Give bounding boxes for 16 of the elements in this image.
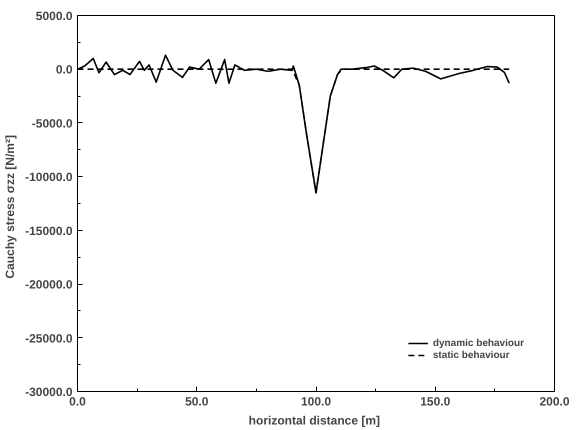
y-tick-label: -10000.0: [25, 170, 73, 184]
y-tick-label: -15000.0: [25, 224, 73, 238]
x-tick-label: 0.0: [69, 394, 86, 408]
x-tick-label: 200.0: [539, 394, 570, 408]
x-tick-label: 100.0: [300, 394, 332, 408]
x-tick-label: 50.0: [185, 394, 209, 408]
x-tick-label: 150.0: [420, 394, 451, 408]
y-axis-title: Cauchy stress σzz [N/m²]: [3, 135, 18, 279]
y-tick-label: 5000.0: [36, 9, 73, 23]
y-tick-label: -25000.0: [25, 331, 73, 346]
x-axis-title: horizontal distance [m]: [248, 414, 380, 428]
y-tick-label: -5000.0: [32, 116, 73, 130]
legend-label: static behaviour: [432, 349, 510, 361]
y-tick-label: -20000.0: [25, 278, 73, 292]
y-tick-label: 0.0: [56, 62, 73, 77]
legend-label: dynamic behaviour: [432, 337, 524, 349]
